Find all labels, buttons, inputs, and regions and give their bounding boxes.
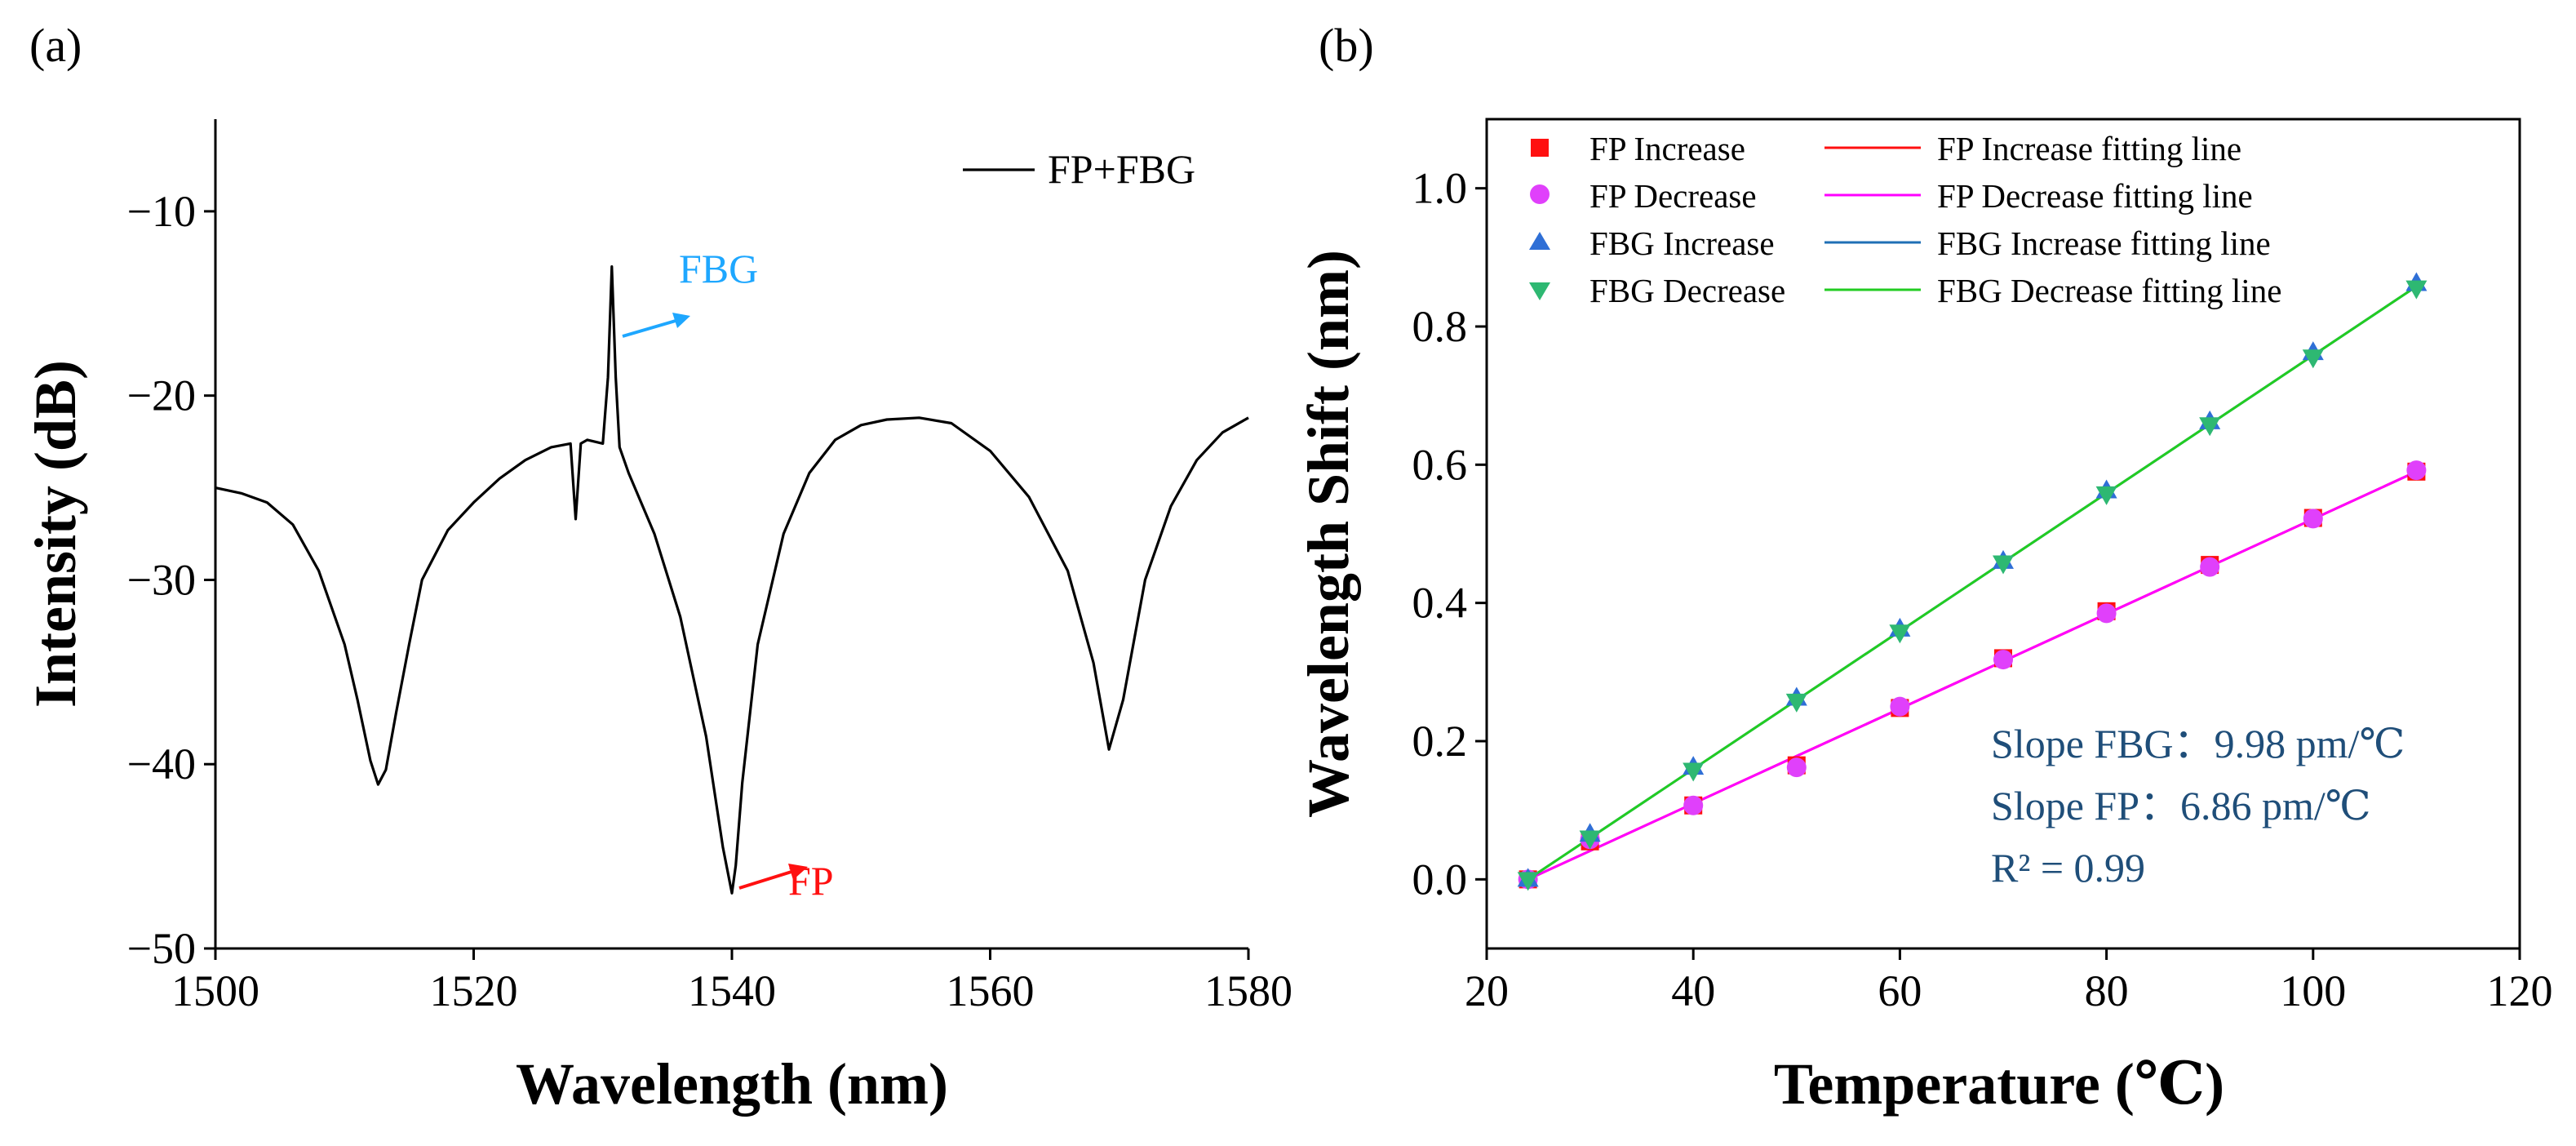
legend-item-fp-decrease: FP Decrease (1530, 177, 1757, 215)
legend-item-fp-decrease-fit: FP Decrease fitting line (1824, 177, 2253, 215)
panel-a-y-tick-label: −30 (127, 555, 196, 604)
panel-a-x-ticks: 1500 1520 1540 1560 1580 (171, 948, 1292, 1015)
legend-label-fbg-decrease-fit: FBG Decrease fitting line (1937, 272, 2281, 309)
legend-item-fbg-decrease-fit: FBG Decrease fitting line (1824, 272, 2281, 309)
fbg-annotation: FBG (679, 246, 758, 291)
fp-arrow (738, 864, 808, 890)
point-fbg-decrease (1579, 830, 1601, 850)
panel-b-x-tick-label: 120 (2487, 966, 2553, 1015)
panel-a-x-tick-label: 1540 (688, 966, 776, 1015)
panel-b-x-tick-label: 20 (1465, 966, 1509, 1015)
fp-fbg-spectrum-line (215, 265, 1249, 895)
panel-b-legend: FP Increase FP Decrease FBG Increase FBG… (1529, 130, 2281, 309)
point-fp-decrease (1890, 696, 1910, 717)
legend-label-fp-fbg: FP+FBG (1048, 146, 1195, 192)
legend-item-fbg-increase-fit: FBG Increase fitting line (1824, 224, 2271, 262)
panel-a-y-tick-label: −20 (127, 371, 196, 420)
panel-a-y-tick-label: −10 (127, 187, 196, 236)
point-fp-decrease (1786, 757, 1807, 778)
point-fbg-decrease (2405, 280, 2427, 300)
panel-a-x-tick-label: 1500 (171, 966, 259, 1015)
legend-marker-fbg-increase (1529, 232, 1550, 250)
panel-b-x-ticks: 20 40 60 80 100 120 (1465, 948, 2553, 1015)
legend-marker-fbg-decrease (1529, 282, 1550, 300)
point-fbg-decrease (2199, 417, 2221, 437)
panel-b-x-tick-label: 40 (1671, 966, 1715, 1015)
panel-b-y-tick-label: 1.0 (1412, 164, 1468, 213)
panel-a: (a) 1500 1520 1540 1560 1580 −10 −20 −30 −40 −50… (23, 19, 1292, 1117)
panel-a-axes (214, 119, 1248, 950)
panel-b-y-tick-label: 0.2 (1412, 717, 1468, 766)
legend-label-fp-increase: FP Increase (1589, 130, 1745, 167)
panel-a-annotations: FBG FP (622, 246, 834, 904)
point-fp-decrease (2406, 460, 2427, 481)
legend-label-fp-decrease: FP Decrease (1589, 177, 1757, 215)
point-fbg-decrease (1785, 693, 1807, 713)
legend-label-fbg-increase: FBG Increase (1589, 224, 1775, 262)
panel-a-plot-area (215, 265, 1249, 895)
panel-b-x-tick-label: 80 (2085, 966, 2129, 1015)
point-fbg-decrease (1517, 872, 1539, 891)
fbg-arrow (622, 313, 690, 338)
panel-b-y-tick-label: 0.8 (1412, 302, 1468, 351)
panel-a-x-tick-label: 1580 (1204, 966, 1292, 1015)
legend-marker-fp-decrease (1530, 184, 1550, 204)
legend-item-fbg-decrease: FBG Decrease (1529, 272, 1785, 309)
panel-b-x-tick-label: 60 (1878, 966, 1922, 1015)
panel-b-y-axis-title: Wavelength Shift (nm) (1296, 250, 1361, 818)
panel-b-frame (1485, 118, 2521, 950)
panel-b-fit-lines (1527, 285, 2418, 881)
panel-a-y-tick-label: −50 (127, 924, 196, 973)
r-squared-annotation: R² = 0.99 (1991, 845, 2145, 891)
fit-line-fbg-decrease-fitting-line (1527, 285, 2418, 881)
panel-b-x-tick-label: 100 (2280, 966, 2346, 1015)
panel-b: (b) 20 40 60 80 100 120 0.0 0.2 0.4 0.6 0.8 1.0 Te… (1296, 19, 2553, 1117)
fit-line-fp-decrease-fitting-line (1527, 470, 2418, 881)
point-fp-decrease (2200, 557, 2220, 577)
panel-b-data-points (1517, 272, 2427, 891)
slope-fp-annotation: Slope FP：6.86 pm/℃ (1991, 783, 2371, 828)
panel-b-y-ticks: 0.0 0.2 0.4 0.6 0.8 1.0 (1412, 164, 1487, 904)
panel-b-y-tick-label: 0.6 (1412, 440, 1468, 489)
panel-b-x-axis-title: Temperature (℃) (1774, 1051, 2224, 1117)
legend-item-fbg-increase: FBG Increase (1529, 224, 1775, 262)
panel-a-y-tick-label: −40 (127, 740, 196, 788)
point-fp-decrease (1993, 650, 2013, 670)
panel-a-x-tick-label: 1520 (430, 966, 518, 1015)
panel-b-y-tick-label: 0.4 (1412, 579, 1468, 628)
panel-a-y-ticks: −10 −20 −30 −40 −50 (127, 187, 215, 973)
panel-b-y-tick-label: 0.0 (1412, 855, 1468, 904)
point-fbg-decrease (2302, 349, 2324, 369)
legend-item-fp-increase: FP Increase (1531, 130, 1745, 167)
point-fp-decrease (2096, 603, 2117, 624)
legend-item-fp-increase-fit: FP Increase fitting line (1824, 130, 2241, 167)
slope-fbg-annotation: Slope FBG：9.98 pm/℃ (1991, 721, 2405, 766)
point-fbg-decrease (1889, 624, 1911, 644)
point-fbg-decrease (2095, 486, 2117, 505)
panel-a-y-axis-title: Intensity (dB) (23, 360, 88, 708)
legend-label-fp-decrease-fit: FP Decrease fitting line (1937, 177, 2253, 215)
panel-a-x-tick-label: 1560 (947, 966, 1035, 1015)
legend-marker-fp-increase (1531, 139, 1549, 157)
panel-a-legend: FP+FBG (963, 146, 1195, 192)
point-fp-decrease (1683, 795, 1704, 815)
panel-b-label: (b) (1319, 19, 1374, 72)
panel-a-x-axis-title: Wavelength (nm) (516, 1051, 948, 1117)
point-fbg-decrease (1993, 555, 2014, 575)
panel-b-slope-annotations: Slope FBG：9.98 pm/℃ Slope FP：6.86 pm/℃ R… (1991, 721, 2405, 891)
legend-label-fp-increase-fit: FP Increase fitting line (1937, 130, 2241, 167)
legend-label-fbg-decrease: FBG Decrease (1589, 272, 1785, 309)
legend-label-fbg-increase-fit: FBG Increase fitting line (1937, 224, 2271, 262)
point-fbg-decrease (1683, 762, 1705, 782)
panel-a-label: (a) (29, 19, 82, 72)
point-fp-decrease (2303, 509, 2323, 529)
